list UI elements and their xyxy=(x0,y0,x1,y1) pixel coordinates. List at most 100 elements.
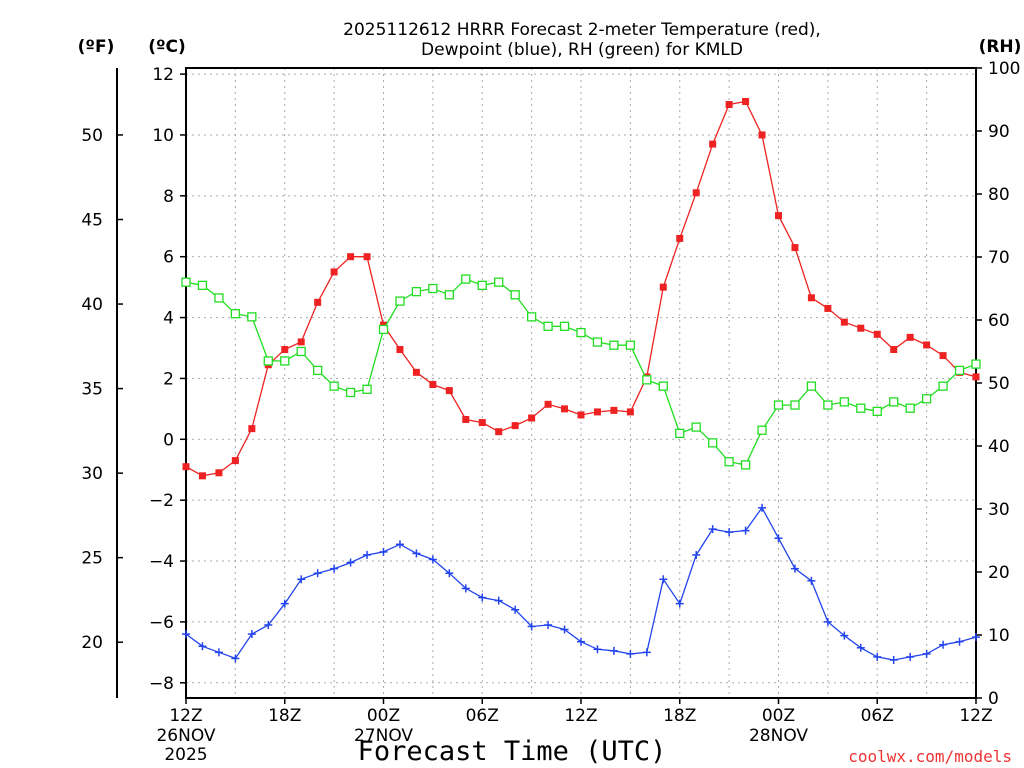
fahrenheit-tick-label: 30 xyxy=(81,464,103,484)
dewpoint-point xyxy=(593,645,602,654)
rh-tick-label: 60 xyxy=(988,311,1010,331)
chart-title-line1: 2025112612 HRRR Forecast 2-meter Tempera… xyxy=(343,20,821,40)
time-tick-label: 00Z xyxy=(762,706,795,726)
dewpoint-point xyxy=(494,596,503,605)
rh-point xyxy=(247,312,257,322)
time-tick-label: 06Z xyxy=(466,706,499,726)
fahrenheit-tick-label: 20 xyxy=(81,633,103,653)
dewpoint-point xyxy=(280,599,289,608)
temperature-point xyxy=(873,330,881,338)
rh-point xyxy=(477,280,487,291)
temperature-point xyxy=(725,101,733,109)
dewpoint-point xyxy=(675,599,684,608)
dewpoint-point xyxy=(577,637,585,646)
celsius-tick-label: −2 xyxy=(149,491,174,511)
rh-point xyxy=(724,457,734,467)
rh-point xyxy=(675,428,685,439)
rh-point xyxy=(576,327,586,338)
rh-point xyxy=(543,321,553,331)
rh-tick-label: 100 xyxy=(988,59,1020,79)
rh-point xyxy=(757,425,767,435)
celsius-tick-label: 4 xyxy=(163,309,174,329)
temperature-point xyxy=(692,189,700,197)
temperature-point xyxy=(412,368,420,376)
time-tick-label: 12Z xyxy=(169,706,202,726)
rh-tick-label: 90 xyxy=(988,122,1010,142)
temperature-point xyxy=(840,318,848,326)
temperature-point xyxy=(182,463,190,471)
temperature-point xyxy=(495,428,503,436)
dewpoint-point xyxy=(247,630,256,639)
fahrenheit-tick-label: 50 xyxy=(81,126,103,146)
dewpoint-point xyxy=(708,525,717,534)
fahrenheit-axis: 50 45 40 35 30 25 20 xyxy=(81,126,123,653)
temperature-point xyxy=(972,373,980,381)
temperature-point xyxy=(577,411,585,419)
temperature-point xyxy=(215,469,223,477)
dewpoint-point xyxy=(741,526,750,535)
dewpoint-point xyxy=(346,558,355,567)
rh-point xyxy=(872,406,882,417)
celsius-axis: 12 10 8 6 4 2 0 −2 −4 −6 −8 xyxy=(149,65,186,694)
celsius-tick-label: 6 xyxy=(163,248,174,268)
dewpoint-point xyxy=(807,576,816,585)
rh-point xyxy=(181,277,191,287)
dewpoint-point xyxy=(725,528,734,537)
celsius-tick-label: 0 xyxy=(163,430,174,450)
dewpoint-point xyxy=(889,655,898,664)
temperature-point xyxy=(281,346,289,354)
dewpoint-point xyxy=(659,575,668,584)
celsius-tick-label: 2 xyxy=(163,369,174,389)
dewpoint-point xyxy=(527,622,536,631)
rh-point xyxy=(938,381,948,391)
rh-point xyxy=(708,438,718,448)
dewpoint-point xyxy=(856,643,865,652)
temperature-point xyxy=(561,405,569,413)
rh-tick-label: 70 xyxy=(988,248,1010,268)
rh-point xyxy=(790,400,800,410)
temperature-line xyxy=(185,100,977,477)
temperature-point xyxy=(775,212,782,220)
watermark: coolwx.com/models xyxy=(848,747,1012,766)
rh-tick-label: 30 xyxy=(988,500,1010,520)
dewpoint-point xyxy=(379,547,388,556)
time-date-label: 28NOV xyxy=(749,726,808,746)
temperature-point xyxy=(758,131,766,139)
dewpoint-point xyxy=(478,593,487,602)
dewpoint-point xyxy=(642,648,651,657)
dewpoint-point xyxy=(297,575,306,584)
dewpoint-point xyxy=(939,640,948,649)
time-year-label: 2025 xyxy=(164,745,207,765)
dewpoint-point xyxy=(823,617,832,626)
rh-point xyxy=(197,280,208,291)
temperature-point xyxy=(626,408,634,416)
dewpoint-point xyxy=(692,550,701,559)
temperature-point xyxy=(297,338,305,346)
dewpoint-point xyxy=(774,534,783,543)
rh-point xyxy=(526,312,537,322)
temperature-point xyxy=(923,341,931,349)
rh-point xyxy=(806,381,817,391)
dewpoint-point xyxy=(922,649,931,658)
time-date-label: 26NOV xyxy=(156,726,215,746)
rh-point xyxy=(839,397,849,407)
temperature-point xyxy=(396,346,404,354)
dewpoint-point xyxy=(511,605,520,614)
rh-point xyxy=(461,274,471,284)
rh-tick-label: 0 xyxy=(988,689,999,709)
dewpoint-point xyxy=(214,648,223,657)
dewpoint-point xyxy=(461,584,470,593)
temperature-point xyxy=(593,408,601,416)
temperature-point xyxy=(528,414,536,422)
dewpoint-point xyxy=(231,654,240,663)
celsius-tick-label: 10 xyxy=(152,126,174,146)
rh-point xyxy=(345,387,356,398)
celsius-tick-label: −4 xyxy=(149,552,174,572)
fahrenheit-tick-label: 35 xyxy=(81,380,103,400)
rh-point xyxy=(428,283,438,294)
dewpoint-point xyxy=(428,555,437,564)
dewpoint-point xyxy=(840,631,849,640)
temperature-point xyxy=(890,346,898,354)
dewpoint-point xyxy=(972,633,980,642)
